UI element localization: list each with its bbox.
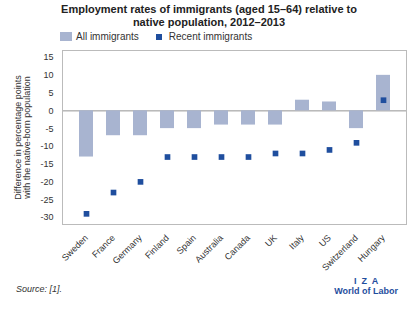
svg-text:Spain: Spain (175, 233, 198, 256)
svg-text:0: 0 (48, 106, 53, 116)
svg-text:Switzerland: Switzerland (320, 233, 360, 273)
svg-text:-30: -30 (40, 212, 53, 222)
svg-text:-15: -15 (40, 159, 53, 169)
svg-text:15: 15 (43, 52, 53, 62)
svg-text:-10: -10 (40, 141, 53, 151)
html-text:I Z A: I Z A (354, 276, 379, 286)
svg-text:Canada: Canada (223, 233, 252, 262)
svg-text:UK: UK (263, 233, 279, 249)
svg-text:Finland: Finland (143, 233, 171, 261)
svg-text:France: France (90, 232, 117, 260)
svg-text:Difference in percentage point: Difference in percentage pointswith the … (13, 75, 32, 200)
svg-text:Australia: Australia (193, 233, 225, 265)
svg-text:-5: -5 (45, 124, 53, 134)
html-text:Employment rates of immigrants: Employment rates of immigrants (aged 15–… (61, 3, 357, 28)
html-text:Source: [1].: Source: [1]. (16, 284, 62, 294)
html-text:World of Labor: World of Labor (334, 286, 398, 296)
svg-text:Sweden: Sweden (60, 233, 90, 263)
html-text:Recent immigrants: Recent immigrants (168, 31, 253, 42)
svg-text:10: 10 (43, 70, 53, 80)
svg-text:Hungary: Hungary (356, 232, 387, 263)
svg-text:Italy: Italy (287, 232, 306, 251)
svg-text:5: 5 (48, 88, 53, 98)
html-text:All immigrants: All immigrants (76, 31, 139, 42)
svg-text:-20: -20 (40, 177, 53, 187)
svg-text:-25: -25 (40, 195, 53, 205)
svg-text:US: US (317, 233, 333, 249)
svg-text:Germany: Germany (111, 232, 145, 266)
